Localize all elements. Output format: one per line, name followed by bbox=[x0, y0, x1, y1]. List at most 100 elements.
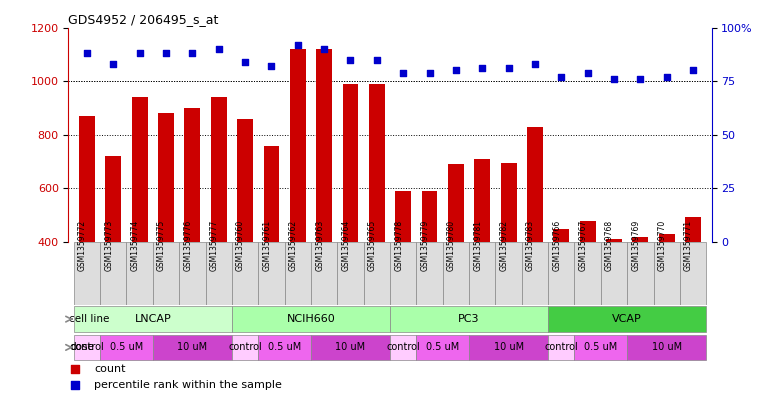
Bar bbox=[74, 242, 100, 305]
Bar bbox=[311, 242, 337, 305]
Text: 0.5 uM: 0.5 uM bbox=[268, 342, 301, 353]
Text: GSM1359768: GSM1359768 bbox=[605, 220, 614, 271]
Bar bbox=[211, 97, 227, 349]
Bar bbox=[74, 307, 232, 332]
Bar bbox=[469, 242, 495, 305]
Bar bbox=[553, 229, 569, 349]
Text: GSM1359774: GSM1359774 bbox=[131, 220, 140, 271]
Text: GSM1359765: GSM1359765 bbox=[368, 220, 377, 271]
Text: GSM1359767: GSM1359767 bbox=[578, 220, 587, 271]
Point bbox=[266, 63, 278, 69]
Bar bbox=[575, 335, 627, 360]
Text: GSM1359763: GSM1359763 bbox=[315, 220, 324, 271]
Bar bbox=[448, 164, 463, 349]
Bar bbox=[100, 242, 126, 305]
Point bbox=[134, 50, 146, 57]
Text: GSM1359773: GSM1359773 bbox=[104, 220, 113, 271]
Text: GSM1359766: GSM1359766 bbox=[552, 220, 562, 271]
Bar bbox=[685, 217, 701, 349]
Text: control: control bbox=[70, 342, 103, 353]
Bar bbox=[285, 242, 311, 305]
Bar bbox=[548, 242, 575, 305]
Point bbox=[68, 382, 81, 388]
Text: GSM1359771: GSM1359771 bbox=[684, 220, 693, 271]
Text: GSM1359772: GSM1359772 bbox=[78, 220, 87, 271]
Point bbox=[502, 65, 514, 72]
Text: GSM1359776: GSM1359776 bbox=[183, 220, 193, 271]
Bar bbox=[290, 49, 306, 349]
Bar bbox=[184, 108, 200, 349]
Bar bbox=[501, 163, 517, 349]
Text: VCAP: VCAP bbox=[613, 314, 642, 324]
Text: NCIH660: NCIH660 bbox=[287, 314, 336, 324]
Bar bbox=[395, 191, 411, 349]
Text: 10 uM: 10 uM bbox=[336, 342, 365, 353]
Point bbox=[291, 42, 304, 48]
Bar bbox=[606, 239, 622, 349]
Text: dose: dose bbox=[69, 342, 94, 353]
Text: control: control bbox=[228, 342, 262, 353]
Bar bbox=[680, 242, 706, 305]
Bar bbox=[659, 234, 675, 349]
Bar bbox=[369, 84, 385, 349]
Point bbox=[81, 50, 93, 57]
Text: GSM1359762: GSM1359762 bbox=[288, 220, 298, 271]
Text: GSM1359770: GSM1359770 bbox=[658, 220, 667, 271]
Bar bbox=[100, 335, 153, 360]
Bar bbox=[232, 307, 390, 332]
Text: cell line: cell line bbox=[69, 314, 110, 324]
Text: GSM1359781: GSM1359781 bbox=[473, 220, 482, 271]
Bar bbox=[527, 127, 543, 349]
Text: control: control bbox=[544, 342, 578, 353]
Text: percentile rank within the sample: percentile rank within the sample bbox=[94, 380, 282, 390]
Text: 10 uM: 10 uM bbox=[651, 342, 682, 353]
Bar bbox=[548, 307, 706, 332]
Point bbox=[556, 74, 568, 80]
Point bbox=[450, 67, 462, 73]
Bar bbox=[522, 242, 548, 305]
Bar bbox=[232, 335, 258, 360]
Bar bbox=[469, 335, 548, 360]
Bar bbox=[79, 116, 95, 349]
Point bbox=[687, 67, 699, 73]
Point bbox=[634, 76, 646, 82]
Bar bbox=[205, 242, 232, 305]
Bar bbox=[311, 335, 390, 360]
Bar bbox=[258, 335, 311, 360]
Bar bbox=[632, 237, 648, 349]
Point bbox=[107, 61, 119, 67]
Text: GSM1359775: GSM1359775 bbox=[157, 220, 166, 271]
Point bbox=[661, 74, 673, 80]
Point bbox=[476, 65, 489, 72]
Point bbox=[371, 57, 383, 63]
Bar bbox=[416, 242, 443, 305]
Text: PC3: PC3 bbox=[458, 314, 480, 324]
Text: LNCAP: LNCAP bbox=[135, 314, 171, 324]
Bar bbox=[258, 242, 285, 305]
Text: GSM1359761: GSM1359761 bbox=[263, 220, 272, 271]
Bar bbox=[580, 220, 596, 349]
Point bbox=[529, 61, 541, 67]
Point bbox=[318, 46, 330, 52]
Bar bbox=[390, 242, 416, 305]
Point bbox=[345, 57, 357, 63]
Bar bbox=[317, 49, 332, 349]
Point bbox=[68, 366, 81, 373]
Bar bbox=[627, 242, 654, 305]
Bar bbox=[153, 242, 179, 305]
Bar bbox=[158, 113, 174, 349]
Bar bbox=[390, 335, 416, 360]
Text: GSM1359760: GSM1359760 bbox=[236, 220, 245, 271]
Bar bbox=[416, 335, 469, 360]
Text: 0.5 uM: 0.5 uM bbox=[426, 342, 460, 353]
Bar bbox=[132, 97, 148, 349]
Bar bbox=[153, 335, 232, 360]
Point bbox=[423, 70, 435, 76]
Bar bbox=[337, 242, 364, 305]
Bar bbox=[342, 84, 358, 349]
Bar bbox=[654, 242, 680, 305]
Bar bbox=[232, 242, 258, 305]
Text: GSM1359782: GSM1359782 bbox=[500, 220, 508, 271]
Text: control: control bbox=[387, 342, 420, 353]
Bar bbox=[179, 242, 205, 305]
